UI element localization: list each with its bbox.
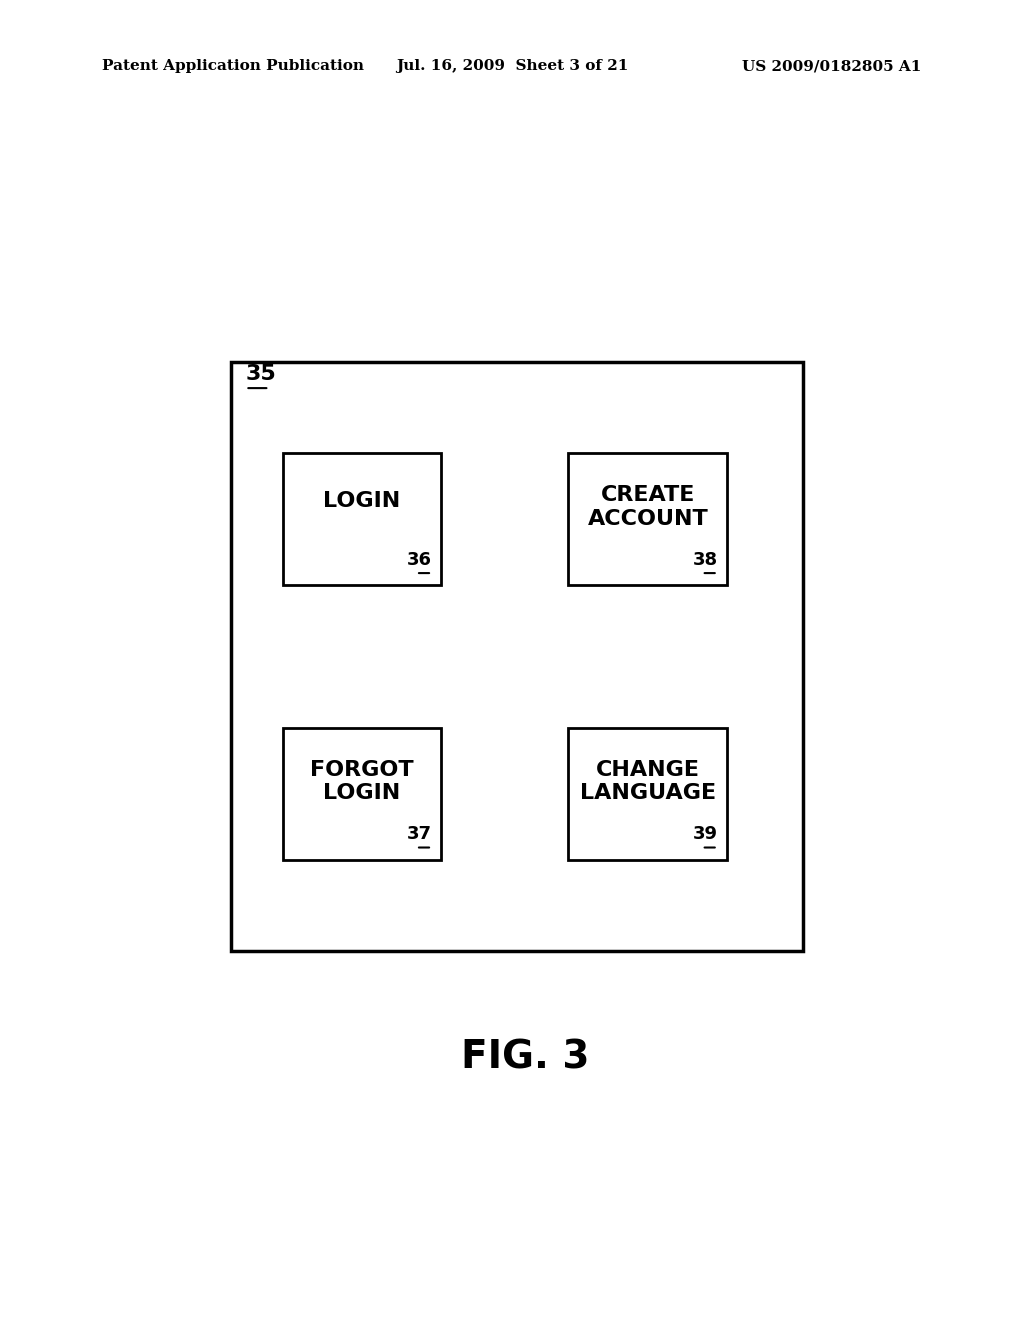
Text: LOGIN: LOGIN xyxy=(324,491,400,511)
Bar xyxy=(283,453,441,585)
Text: 39: 39 xyxy=(692,825,718,843)
Text: CREATE
ACCOUNT: CREATE ACCOUNT xyxy=(588,486,709,528)
Bar xyxy=(283,727,441,859)
Bar xyxy=(568,453,727,585)
Text: 35: 35 xyxy=(246,364,276,384)
Text: FORGOT
LOGIN: FORGOT LOGIN xyxy=(310,760,414,803)
Bar xyxy=(568,727,727,859)
Text: 38: 38 xyxy=(692,550,718,569)
Text: US 2009/0182805 A1: US 2009/0182805 A1 xyxy=(742,59,922,74)
Bar xyxy=(231,362,803,952)
Text: 37: 37 xyxy=(407,825,432,843)
Text: 36: 36 xyxy=(407,550,432,569)
Text: Jul. 16, 2009  Sheet 3 of 21: Jul. 16, 2009 Sheet 3 of 21 xyxy=(396,59,628,74)
Text: FIG. 3: FIG. 3 xyxy=(461,1039,589,1077)
Text: CHANGE
LANGUAGE: CHANGE LANGUAGE xyxy=(580,760,716,803)
Text: Patent Application Publication: Patent Application Publication xyxy=(102,59,365,74)
